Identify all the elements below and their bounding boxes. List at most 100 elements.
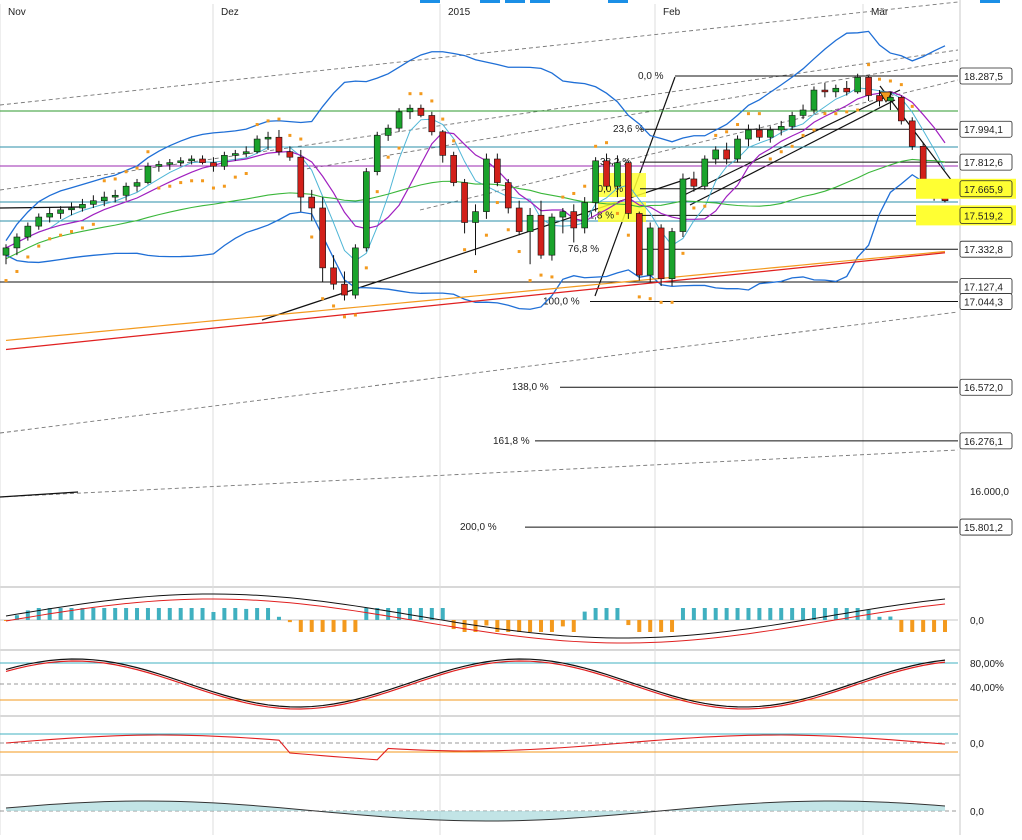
sar-dot (70, 230, 74, 234)
histogram-bar (888, 616, 893, 620)
price-tag (959, 293, 1013, 310)
sar-dot (910, 104, 914, 108)
x-label: Dez (221, 7, 239, 18)
sar-dot (135, 166, 139, 170)
indicator-panel-1: 0,0 (0, 593, 984, 644)
sar-dot (463, 248, 467, 252)
dashed-trendline (0, 449, 959, 498)
x-label: Feb (663, 7, 681, 18)
histogram-bar (757, 608, 762, 620)
histogram-bar (943, 620, 947, 632)
sar-dot (124, 170, 128, 174)
sar-dot (277, 117, 281, 121)
histogram-bar (910, 620, 915, 632)
sar-dot (626, 233, 630, 237)
sar-dot (736, 123, 740, 127)
histogram-bar (429, 608, 434, 620)
sar-dot (321, 297, 325, 301)
price-tags: 18.287,5 17.994,1 17.812,6 17.665,9 17.519,2… (916, 67, 1016, 536)
sar-dot (332, 304, 336, 308)
oscillator-line (5, 734, 946, 761)
histogram-bar (440, 608, 445, 620)
sar-dot (834, 112, 838, 116)
candle-down (428, 115, 436, 133)
sar-dot (4, 279, 8, 283)
stochastic-d (5, 660, 946, 710)
sar-dot (211, 186, 215, 190)
histogram-bar (189, 608, 194, 620)
candle-up (734, 138, 741, 160)
histogram-bar (418, 608, 423, 620)
candle-up (581, 202, 588, 229)
sar-dot (801, 133, 805, 137)
x-axis-labels: Nov Dez 2015 Feb Mär (8, 7, 889, 18)
sar-dot (452, 139, 456, 143)
candle-up (832, 87, 840, 93)
candle-up (701, 158, 709, 187)
sar-dot (26, 255, 30, 259)
histogram-bar (746, 608, 751, 620)
candle-down (461, 182, 468, 223)
fib-label: 0,0 % (638, 71, 664, 82)
price-tag-label: 16.276,1 (964, 437, 1003, 448)
candle-down (210, 162, 217, 167)
histogram-bar (670, 620, 675, 632)
sar-dot (288, 133, 292, 137)
histogram-bar (680, 608, 685, 620)
candle-down (297, 156, 305, 198)
candle-up (13, 236, 21, 249)
candle-down (723, 149, 730, 160)
candle-down (330, 267, 337, 285)
sar-dot (583, 184, 587, 188)
sar-dot (550, 275, 554, 279)
candle-up (384, 127, 392, 136)
candle-up (592, 160, 599, 203)
histogram-bar (80, 608, 85, 620)
oscillator-line (5, 593, 946, 639)
sar-dot (528, 279, 532, 283)
fib-label: 23,6 % (613, 124, 644, 135)
candle-down (199, 158, 206, 163)
candle-up (526, 214, 534, 232)
sar-dot (364, 266, 368, 270)
sar-dot (714, 133, 718, 137)
candle-up (614, 162, 621, 187)
histogram-bar (877, 616, 882, 620)
histogram-bar (713, 608, 718, 620)
candle-up (57, 209, 64, 214)
candle-down (843, 87, 851, 93)
price-tag-label: 17.994,1 (964, 125, 1003, 136)
candle-down (756, 129, 763, 138)
histogram-bar (615, 608, 620, 620)
histogram-bar (462, 620, 467, 632)
histogram-bar (648, 620, 653, 632)
sar-dot (397, 146, 401, 150)
price-tag-label: 17.044,3 (964, 298, 1003, 309)
sar-dot (266, 119, 270, 123)
sar-dot (888, 79, 892, 83)
candle-up (242, 151, 250, 154)
histogram-bar (287, 620, 292, 623)
fib-label: 50,0 % (592, 184, 623, 195)
candle-up (483, 158, 490, 212)
sar-dot (605, 141, 609, 145)
histogram-bar (593, 608, 598, 620)
histogram-bar (855, 608, 860, 620)
histogram-bar (331, 620, 336, 632)
sar-dot (746, 112, 750, 116)
sar-dot (310, 235, 314, 239)
histogram-bar (124, 608, 129, 620)
sar-dot (179, 181, 183, 185)
candle-up (46, 213, 53, 218)
axis-tick-label: 40,00% (970, 683, 1004, 694)
histogram-bar (342, 620, 347, 632)
candle-down (603, 160, 610, 187)
candle-up (646, 227, 654, 276)
candle-down (286, 151, 294, 158)
axis-tick-label: 0,0 (970, 616, 984, 627)
histogram-bar (353, 620, 358, 632)
candle-up (90, 200, 97, 205)
sma-orange (5, 250, 946, 342)
sma-fast (5, 87, 946, 262)
histogram-bar (702, 608, 707, 620)
